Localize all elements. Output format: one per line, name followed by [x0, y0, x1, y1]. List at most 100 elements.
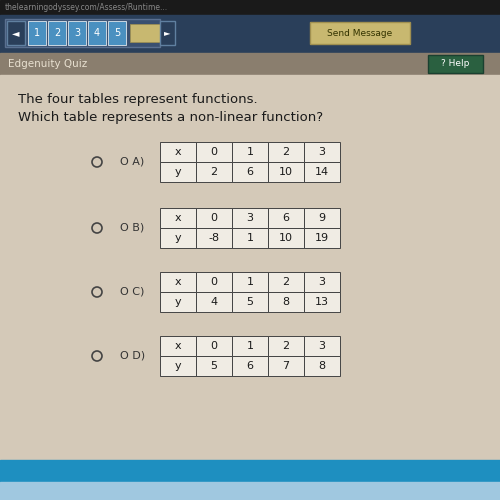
Bar	[196, 356, 232, 376]
Text: ? Help: ? Help	[441, 60, 469, 68]
Text: 3: 3	[318, 277, 326, 287]
Text: 3: 3	[74, 28, 80, 38]
Text: 7: 7	[282, 361, 290, 371]
Bar	[196, 336, 232, 356]
Bar	[304, 272, 340, 292]
Bar	[232, 142, 268, 162]
Text: 1: 1	[246, 147, 254, 157]
Text: Edgenuity Quiz: Edgenuity Quiz	[8, 59, 87, 69]
Text: 1: 1	[246, 233, 254, 243]
Bar	[28, 21, 46, 45]
Text: 5: 5	[210, 361, 218, 371]
Text: ◄: ◄	[12, 28, 20, 38]
Text: 5: 5	[114, 28, 120, 38]
Bar	[232, 272, 268, 292]
Text: x: x	[174, 341, 182, 351]
Text: O B): O B)	[120, 223, 144, 233]
Bar	[5, 19, 160, 47]
Bar	[304, 356, 340, 376]
Bar	[310, 22, 410, 44]
Bar	[108, 21, 126, 45]
Text: 0: 0	[210, 341, 218, 351]
Bar	[304, 292, 340, 312]
Text: thelearningodyssey.com/Assess/Runtime...: thelearningodyssey.com/Assess/Runtime...	[5, 3, 168, 12]
Bar	[0, 0, 500, 15]
Text: y: y	[174, 361, 182, 371]
Text: x: x	[174, 277, 182, 287]
Text: 8: 8	[318, 361, 326, 371]
Bar	[428, 55, 483, 73]
Bar	[196, 142, 232, 162]
Bar	[268, 228, 304, 248]
Text: 0: 0	[210, 277, 218, 287]
Bar	[160, 272, 196, 292]
Bar	[268, 272, 304, 292]
Text: 6: 6	[246, 361, 254, 371]
Bar	[160, 228, 196, 248]
Bar	[232, 208, 268, 228]
Text: 5: 5	[246, 297, 254, 307]
Bar	[160, 142, 196, 162]
Bar	[196, 228, 232, 248]
Bar	[130, 24, 160, 42]
Text: 6: 6	[246, 167, 254, 177]
Bar	[196, 208, 232, 228]
Bar	[304, 162, 340, 182]
Bar	[268, 292, 304, 312]
Text: y: y	[174, 297, 182, 307]
Text: 13: 13	[315, 297, 329, 307]
Bar	[232, 162, 268, 182]
Text: 1: 1	[246, 277, 254, 287]
Text: 3: 3	[318, 147, 326, 157]
Text: 3: 3	[318, 341, 326, 351]
Text: 4: 4	[94, 28, 100, 38]
Bar	[160, 336, 196, 356]
Text: 19: 19	[315, 233, 329, 243]
Bar	[268, 162, 304, 182]
Text: x: x	[174, 213, 182, 223]
Text: -8: -8	[208, 233, 220, 243]
Bar	[68, 21, 86, 45]
Bar	[196, 272, 232, 292]
Bar	[160, 208, 196, 228]
Text: 1: 1	[34, 28, 40, 38]
Bar	[160, 292, 196, 312]
Text: O A): O A)	[120, 157, 144, 167]
Bar	[160, 356, 196, 376]
Text: Send Message: Send Message	[328, 28, 392, 38]
Text: 0: 0	[210, 213, 218, 223]
Text: 10: 10	[279, 167, 293, 177]
Text: y: y	[174, 167, 182, 177]
Text: 8: 8	[282, 297, 290, 307]
Text: Which table represents a non-linear function?: Which table represents a non-linear func…	[18, 112, 323, 124]
Text: ►: ►	[164, 28, 170, 38]
Bar	[0, 15, 500, 53]
Text: O D): O D)	[120, 351, 145, 361]
Bar	[268, 356, 304, 376]
Bar	[160, 21, 175, 45]
Bar	[304, 142, 340, 162]
Bar	[232, 336, 268, 356]
Bar	[0, 53, 500, 75]
Text: The four tables represent functions.: The four tables represent functions.	[18, 94, 258, 106]
Text: 10: 10	[279, 233, 293, 243]
Bar	[268, 142, 304, 162]
Bar	[0, 460, 500, 482]
Text: 2: 2	[282, 147, 290, 157]
Bar	[88, 21, 106, 45]
Text: x: x	[174, 147, 182, 157]
Bar	[304, 228, 340, 248]
Bar	[196, 162, 232, 182]
Bar	[232, 228, 268, 248]
Text: 2: 2	[54, 28, 60, 38]
Bar	[0, 482, 500, 500]
Text: 6: 6	[282, 213, 290, 223]
Text: 4: 4	[210, 297, 218, 307]
Text: 2: 2	[210, 167, 218, 177]
Bar	[232, 356, 268, 376]
Bar	[160, 162, 196, 182]
Bar	[196, 292, 232, 312]
Text: y: y	[174, 233, 182, 243]
Bar	[232, 292, 268, 312]
Bar	[48, 21, 66, 45]
